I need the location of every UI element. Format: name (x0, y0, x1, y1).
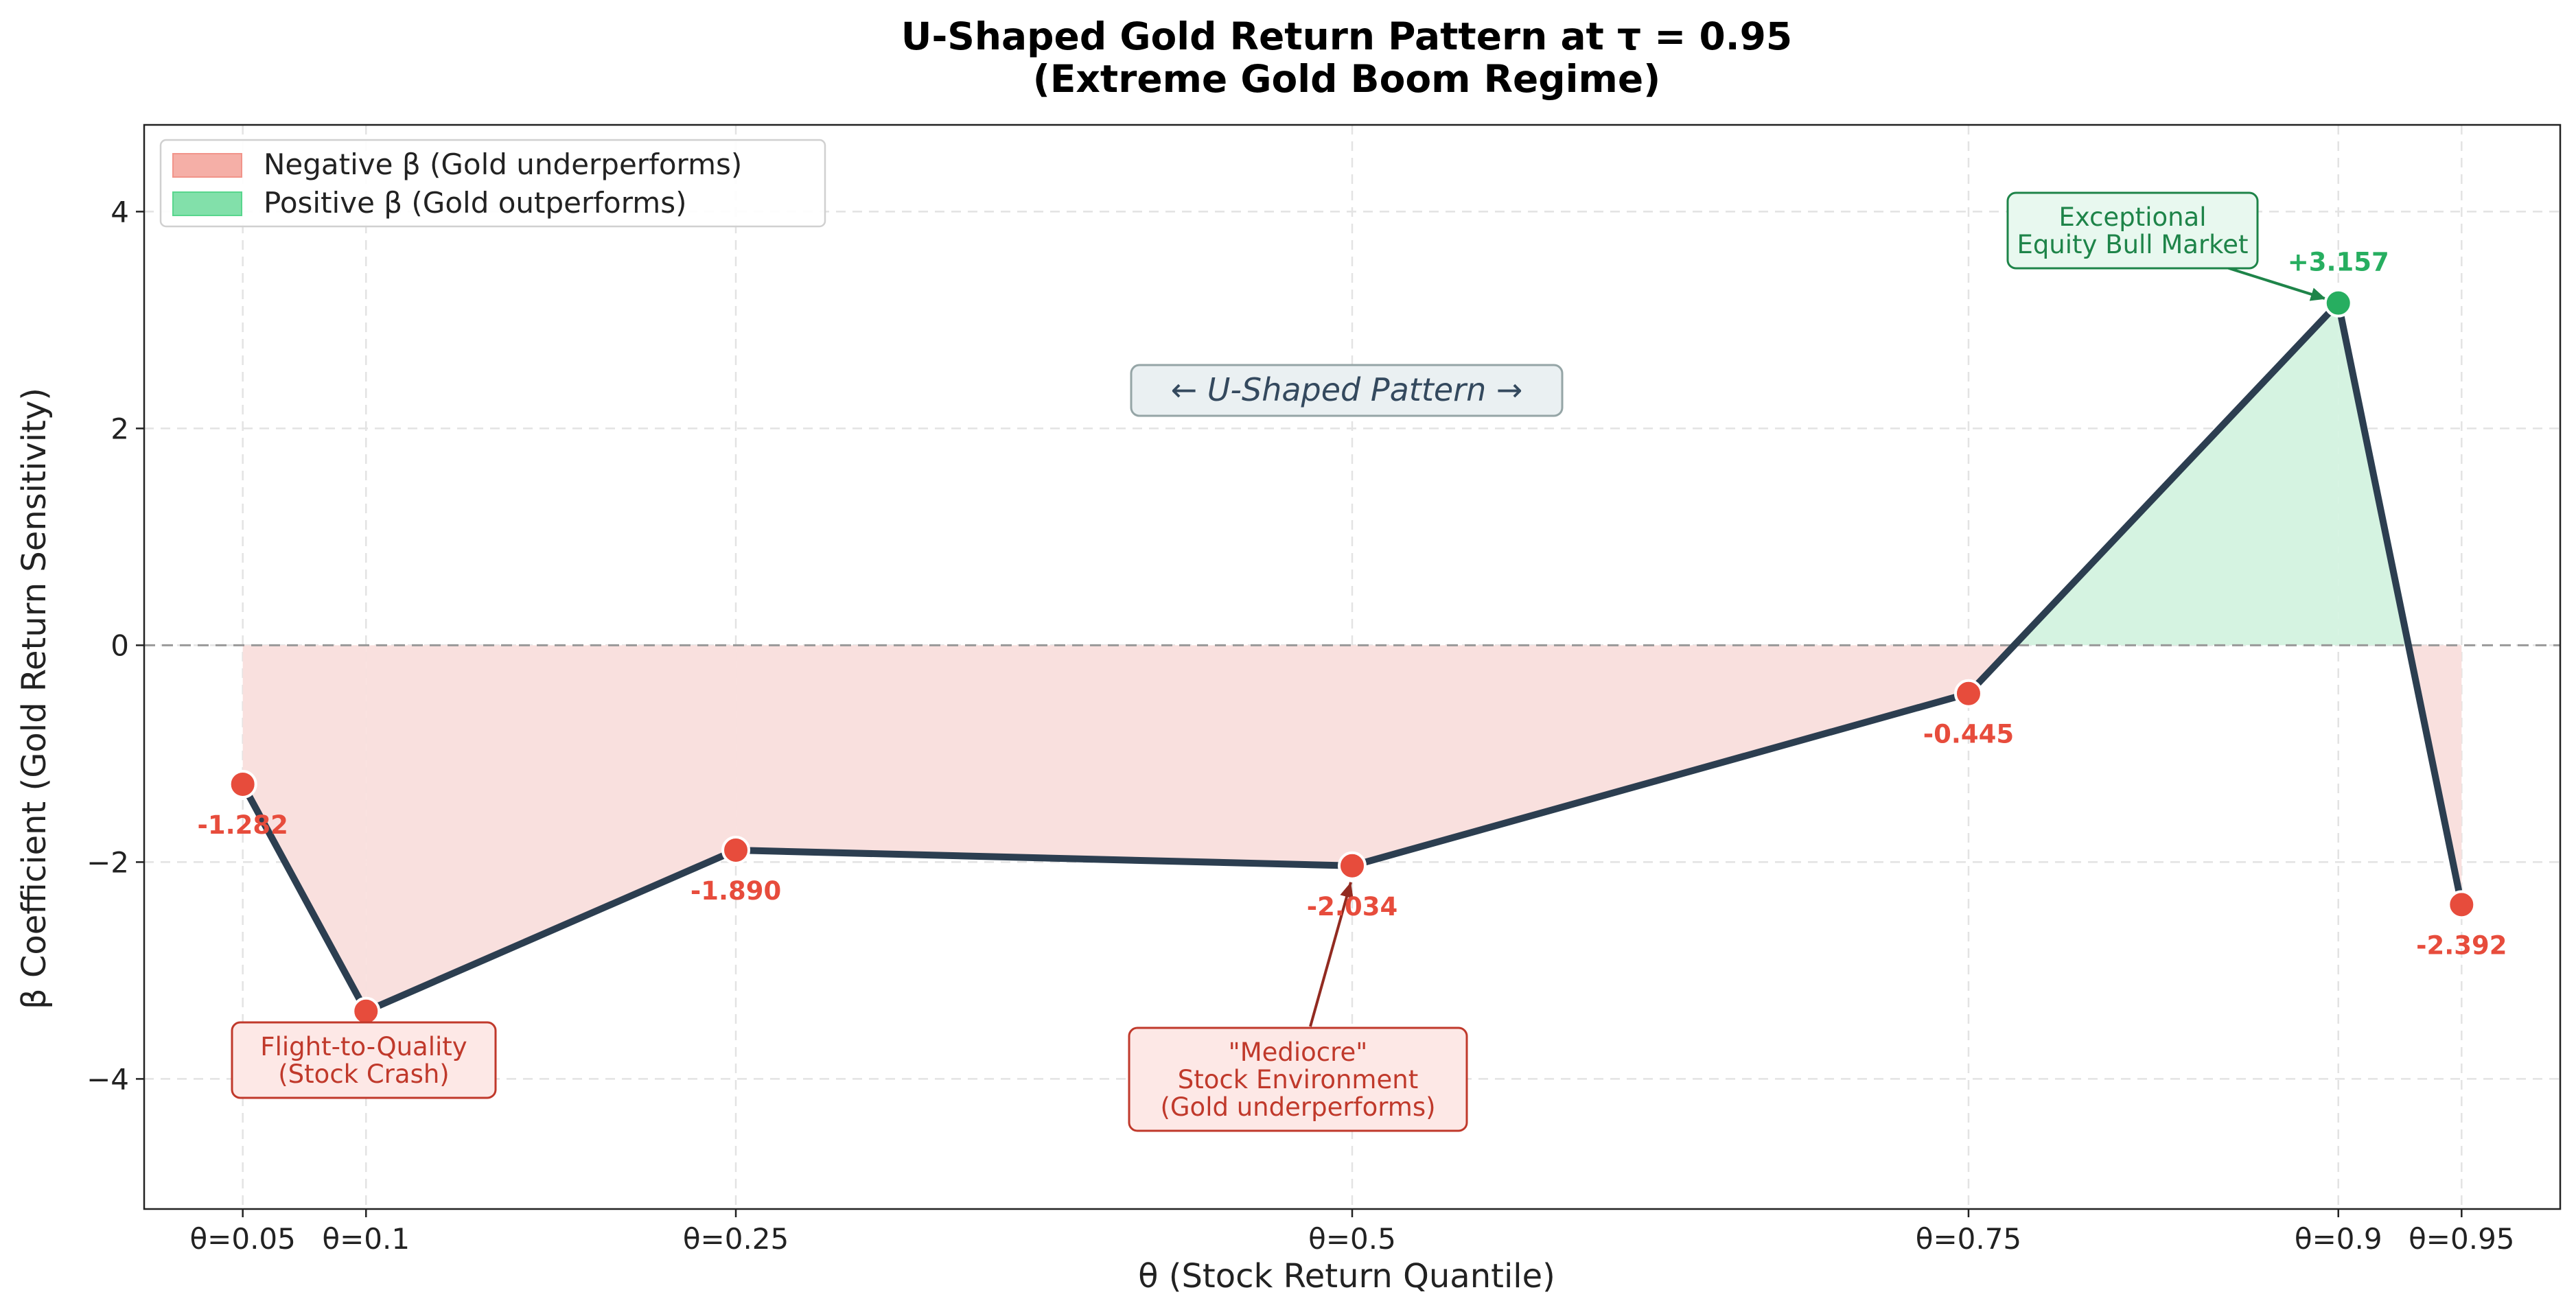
annotation-arrow-mediocre-head (1340, 882, 1354, 899)
legend: Negative β (Gold underperforms) Positive … (159, 139, 826, 228)
legend-swatch (172, 153, 242, 178)
plot-area: θ=0.05 θ=0.1 θ=0.25 θ=0.5 θ=0.75 θ=0.9 θ=0.95 −… (86, 124, 2562, 1256)
annotation-flight-to-quality-text: (Stock Crash) (278, 1059, 449, 1089)
annotation-mediocre-box (1128, 1026, 1468, 1132)
data-point (351, 996, 381, 1026)
chart-title-line-2: (Extreme Gold Boom Regime) (1033, 57, 1661, 101)
data-point (2447, 890, 2476, 919)
x-tick-label: θ=0.25 (683, 1222, 789, 1256)
x-tick-label: θ=0.9 (2295, 1222, 2382, 1256)
data-label: -2.392 (2416, 930, 2507, 960)
data-point (2323, 288, 2353, 318)
x-tick-label: θ=0.1 (322, 1222, 410, 1256)
annotation-arrow-mediocre (1309, 882, 1352, 1027)
y-axis-label: β Coefficient (Gold Return Sensitivity) (15, 388, 54, 1009)
legend-frame (159, 139, 826, 228)
data-label: -2.034 (1307, 892, 1397, 922)
y-tick-label: 2 (111, 412, 129, 445)
u-shape-note-text: ← U-Shaped Pattern → (1171, 371, 1523, 408)
legend-label: Positive β (Gold outperforms) (264, 186, 686, 220)
x-tick-label: θ=0.75 (1916, 1222, 2021, 1256)
data-point (1953, 679, 1983, 708)
negative-area (1352, 645, 1969, 866)
data-label: -1.282 (197, 810, 288, 840)
annotation-mediocre-text: "Mediocre" (1229, 1037, 1368, 1067)
annotation-bull-market-text: Exceptional (2058, 202, 2206, 232)
legend-swatch (172, 191, 242, 216)
annotation-bull-market-box (2006, 191, 2259, 270)
data-label: -0.445 (1923, 720, 2014, 749)
negative-area (242, 645, 367, 1011)
data-point (721, 836, 751, 865)
chart-title-line-1: U-Shaped Gold Return Pattern at τ = 0.95 (901, 14, 1792, 58)
x-tick-label: θ=0.95 (2409, 1222, 2514, 1256)
y-tick-label: 4 (111, 195, 129, 228)
y-tick-label: −4 (86, 1062, 129, 1096)
negative-area (736, 645, 1352, 866)
annotation-mediocre-text: Stock Environment (1178, 1065, 1418, 1094)
annotation-flight-to-quality-box (231, 1021, 497, 1099)
annotation-flight-to-quality-text: Flight-to-Quality (260, 1032, 467, 1061)
data-point (1338, 851, 1367, 880)
x-tick-label: θ=0.05 (189, 1222, 295, 1256)
annotation-mediocre-text: (Gold underperforms) (1160, 1092, 1435, 1122)
negative-area (366, 645, 736, 1011)
x-axis-label: θ (Stock Return Quantile) (1138, 1257, 1555, 1295)
data-point (228, 769, 257, 799)
u-shape-note-box (1130, 364, 1564, 417)
annotation-bull-market-text: Equity Bull Market (2017, 230, 2248, 259)
legend-label: Negative β (Gold underperforms) (264, 148, 742, 181)
annotation-arrow-bull-head (2309, 288, 2326, 301)
data-label: -1.890 (691, 876, 781, 906)
x-tick-label: θ=0.5 (1308, 1222, 1396, 1256)
data-label: +3.157 (2288, 248, 2389, 277)
y-tick-label: −2 (86, 845, 129, 879)
y-tick-label: 0 (111, 629, 129, 662)
